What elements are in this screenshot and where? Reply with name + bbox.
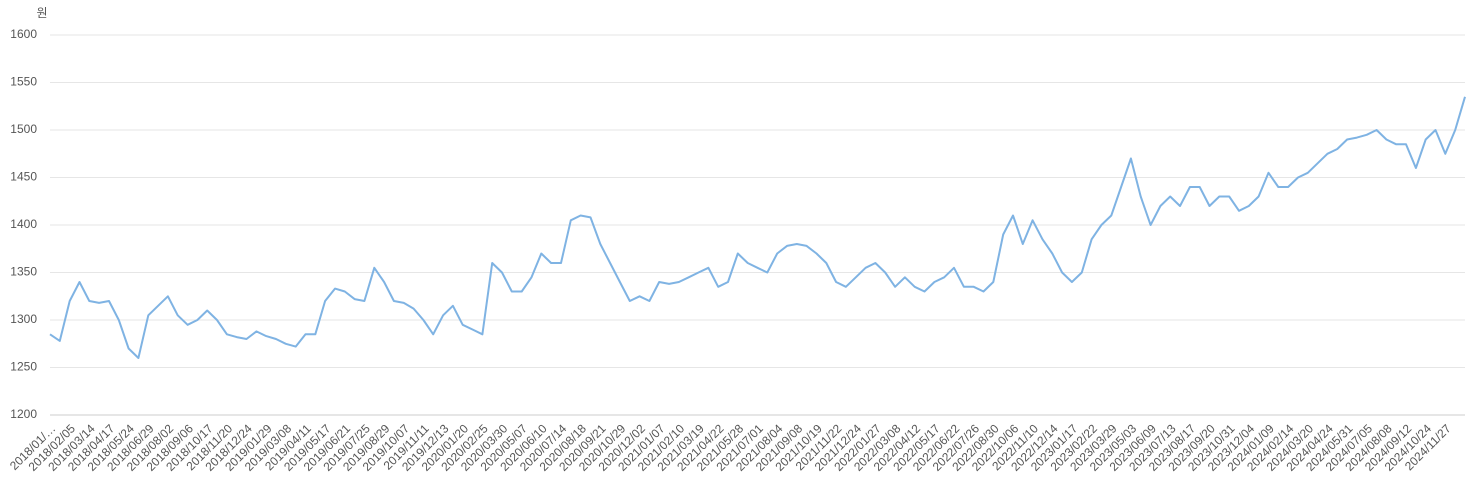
- y-axis-label: 원: [36, 6, 47, 20]
- y-tick-label: 1300: [10, 312, 37, 326]
- y-tick-label: 1200: [10, 407, 37, 421]
- y-tick-label: 1500: [10, 122, 37, 136]
- y-tick-label: 1250: [10, 360, 37, 374]
- y-tick-label: 1450: [10, 170, 37, 184]
- y-tick-label: 1400: [10, 217, 37, 231]
- y-tick-label: 1550: [10, 75, 37, 89]
- y-tick-label: 1350: [10, 265, 37, 279]
- line: [49, 96, 1466, 359]
- y-tick-label: 1600: [10, 27, 37, 41]
